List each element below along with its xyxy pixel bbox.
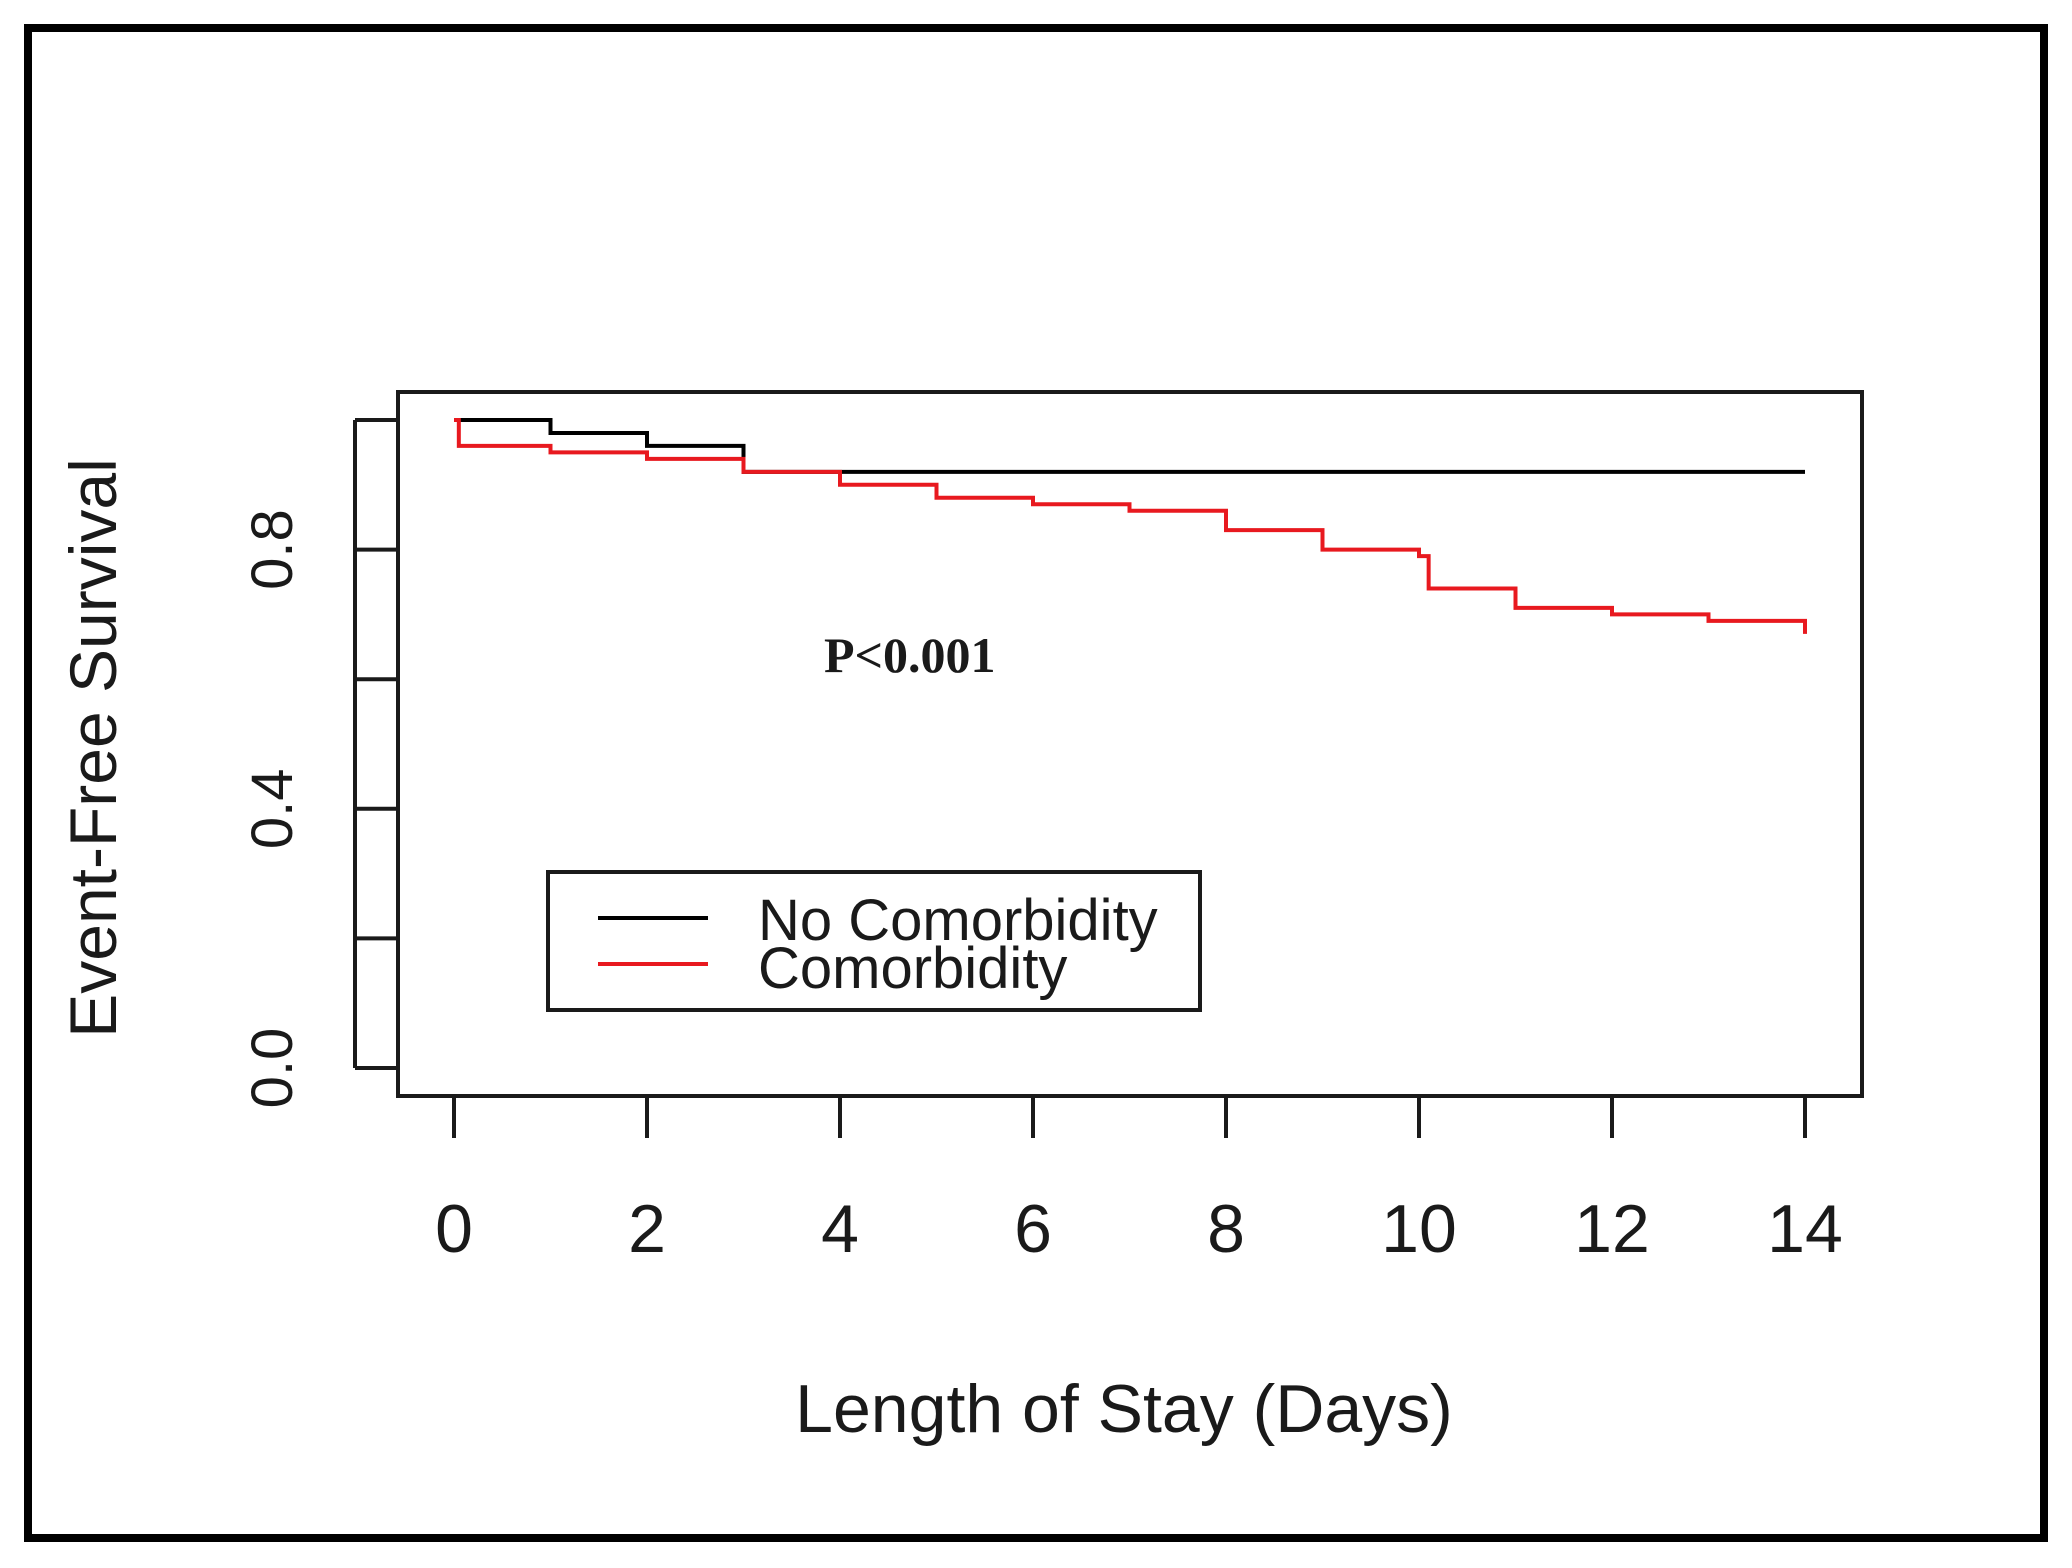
x-axis: 0 2 4 6 8 10 12 14 xyxy=(435,1096,1843,1267)
x-axis-label: Length of Stay (Days) xyxy=(795,1371,1453,1447)
legend: No Comorbidity Comorbidity xyxy=(546,870,1202,1012)
plot-border xyxy=(396,390,1864,1098)
x-tick-label: 8 xyxy=(1207,1191,1245,1267)
x-tick-label: 6 xyxy=(1014,1191,1052,1267)
legend-label-comorbidity: Comorbidity xyxy=(758,936,1067,1001)
figure-frame xyxy=(24,24,2048,1542)
y-tick-label: 0.0 xyxy=(240,1028,305,1109)
y-tick-label: 0.8 xyxy=(240,509,305,590)
series-line-comorbidity xyxy=(454,418,1807,634)
series-line-no-comorbidity xyxy=(454,418,1805,474)
x-tick-label: 12 xyxy=(1574,1191,1650,1267)
x-tick-label: 0 xyxy=(435,1191,473,1267)
x-tick-label: 10 xyxy=(1381,1191,1457,1267)
y-axis-label: Event-Free Survival xyxy=(56,458,130,1038)
x-tick-label: 4 xyxy=(821,1191,859,1267)
legend-label-no-comorbidity: No Comorbidity xyxy=(758,888,1158,953)
y-tick-label: 0.4 xyxy=(240,768,305,849)
legend-box xyxy=(546,870,1202,1012)
y-axis: 0.0 0.4 0.8 xyxy=(240,418,398,1109)
series-lines xyxy=(454,418,1807,634)
x-tick-label: 2 xyxy=(628,1191,666,1267)
p-value-annotation: P<0.001 xyxy=(824,627,996,683)
plot-area xyxy=(396,390,1864,1098)
x-tick-label: 14 xyxy=(1767,1191,1843,1267)
